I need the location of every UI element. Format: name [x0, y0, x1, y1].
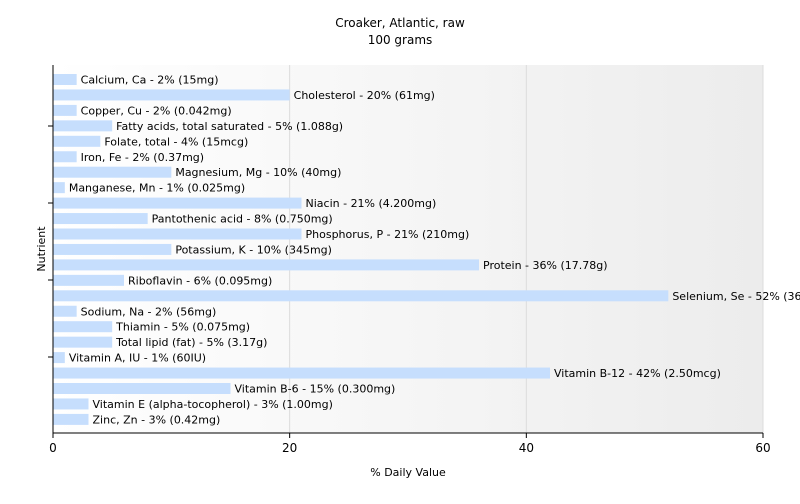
bar-label: Potassium, K - 10% (345mg): [175, 243, 332, 256]
bars: [53, 74, 669, 425]
x-tick-label: 40: [519, 441, 534, 455]
bar-label: Iron, Fe - 2% (0.37mg): [81, 151, 204, 164]
bar-label: Phosphorus, P - 21% (210mg): [306, 228, 470, 241]
bar: [53, 305, 77, 317]
x-axis-title: % Daily Value: [370, 466, 446, 479]
bar-labels: Calcium, Ca - 2% (15mg) Cholesterol - 20%…: [69, 74, 800, 427]
bar-label: Vitamin B-12 - 42% (2.50mcg): [554, 367, 721, 380]
chart-title: Croaker, Atlantic, raw: [335, 16, 465, 30]
x-tick-label: 20: [282, 441, 297, 455]
bar: [53, 151, 77, 163]
bar-label: Vitamin B-6 - 15% (0.300mg): [235, 383, 396, 396]
bar: [53, 213, 148, 225]
bar: [53, 383, 231, 394]
bar: [53, 228, 302, 240]
bar: [53, 74, 77, 85]
bar: [53, 398, 89, 410]
bar-label: Pantothenic acid - 8% (0.750mg): [152, 213, 333, 226]
bar-label: Copper, Cu - 2% (0.042mg): [81, 104, 232, 117]
bar-label: Protein - 36% (17.78g): [483, 259, 608, 272]
bar-label: Total lipid (fat) - 5% (3.17g): [115, 336, 267, 349]
bar: [53, 336, 113, 348]
ticks: 0 20 40 60: [48, 125, 771, 455]
y-axis-title: Nutrient: [35, 226, 48, 272]
bar-label: Folate, total - 4% (15mcg): [104, 135, 248, 148]
bar: [53, 120, 113, 132]
bar-label: Riboflavin - 6% (0.095mg): [128, 274, 272, 287]
bar: [53, 243, 172, 255]
bar-label: Thiamin - 5% (0.075mg): [115, 321, 250, 334]
bar: [53, 135, 101, 147]
bar-label: Niacin - 21% (4.200mg): [306, 197, 437, 210]
bar: [53, 413, 89, 425]
bar-label: Calcium, Ca - 2% (15mg): [81, 74, 219, 87]
bar-label: Zinc, Zn - 3% (0.42mg): [93, 413, 221, 426]
bar-label: Manganese, Mn - 1% (0.025mg): [69, 182, 245, 195]
bar: [53, 166, 172, 178]
bar: [53, 367, 550, 379]
bar-label: Cholesterol - 20% (61mg): [294, 89, 435, 102]
bar: [53, 321, 113, 333]
bar-label: Selenium, Se - 52% (36.5mcg): [672, 290, 800, 303]
bar-label: Fatty acids, total saturated - 5% (1.088…: [116, 120, 343, 133]
bar: [53, 197, 302, 209]
bar: [53, 290, 669, 302]
bar: [53, 182, 65, 194]
x-tick-label: 60: [755, 441, 770, 455]
chart-subtitle: 100 grams: [368, 33, 433, 47]
x-tick-label: 0: [49, 441, 57, 455]
bar: [53, 104, 77, 116]
bar-label: Vitamin A, IU - 1% (60IU): [69, 352, 206, 365]
bar-label: Sodium, Na - 2% (56mg): [81, 305, 217, 318]
bar: [53, 259, 479, 271]
bar: [53, 352, 65, 364]
bar-label: Vitamin E (alpha-tocopherol) - 3% (1.00m…: [93, 398, 333, 411]
bar: [53, 274, 124, 286]
bar: [53, 89, 290, 101]
bar-label: Magnesium, Mg - 10% (40mg): [175, 166, 341, 179]
